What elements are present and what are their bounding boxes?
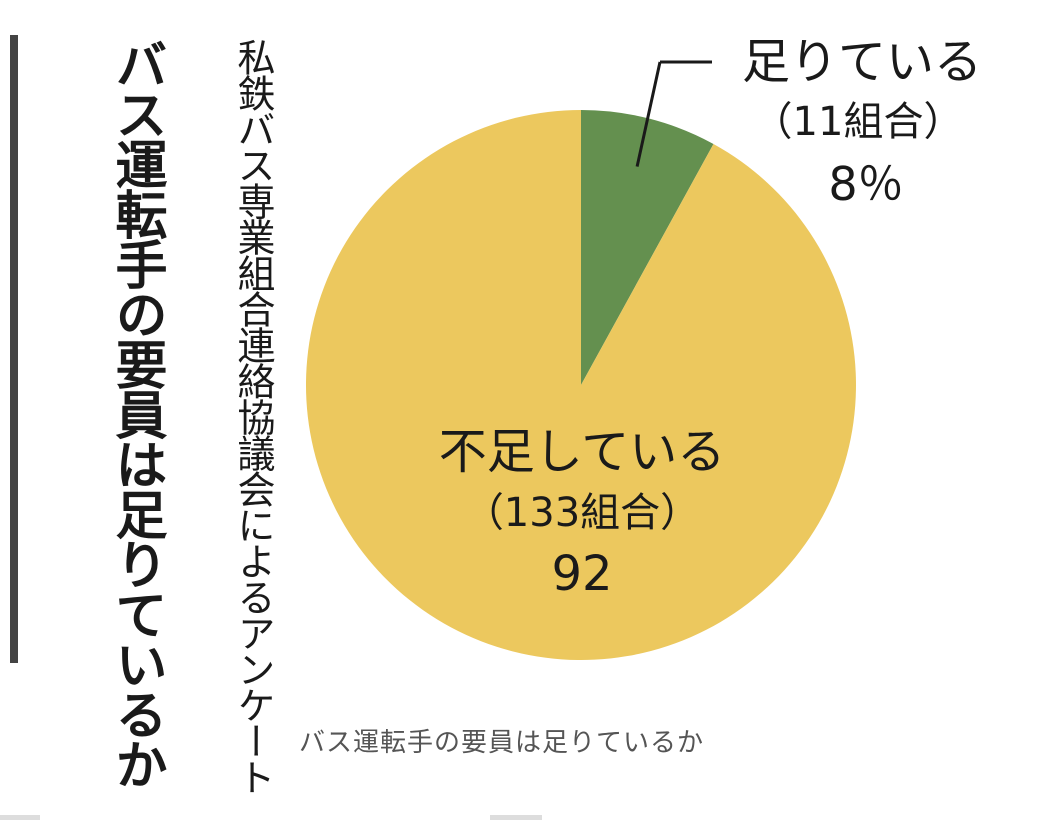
pie-chart: 足りている （11組合） 8％ 不足している （133組合） 92 <box>305 34 982 661</box>
chart-figure: バス運転手の要員は足りているか 私鉄バス専業組合連絡協議会によるアンケート 足り… <box>10 34 982 794</box>
slice-count-sufficient: （11組合） <box>753 99 964 145</box>
slice-value-sufficient: 8％ <box>828 157 903 211</box>
pie-labels: 足りている （11組合） 8％ 不足している （133組合） 92 <box>439 34 982 602</box>
slice-insufficient <box>305 110 856 661</box>
slice-label-insufficient: 不足している <box>439 424 726 480</box>
slice-count-insufficient: （133組合） <box>464 490 700 536</box>
bottom-divider-left <box>0 815 40 820</box>
slice-label-sufficient: 足りている <box>742 34 982 90</box>
slice-sufficient <box>581 110 714 385</box>
title-accent-bar <box>10 35 18 663</box>
leader-line <box>635 61 662 167</box>
bottom-divider-mid <box>490 815 542 820</box>
chart-caption: バス運転手の要員は足りているか <box>298 728 704 758</box>
slice-value-insufficient: 92 <box>551 546 612 602</box>
pie-slices <box>305 110 856 661</box>
chart-source: 私鉄バス専業組合連絡協議会によるアンケート <box>231 38 275 794</box>
